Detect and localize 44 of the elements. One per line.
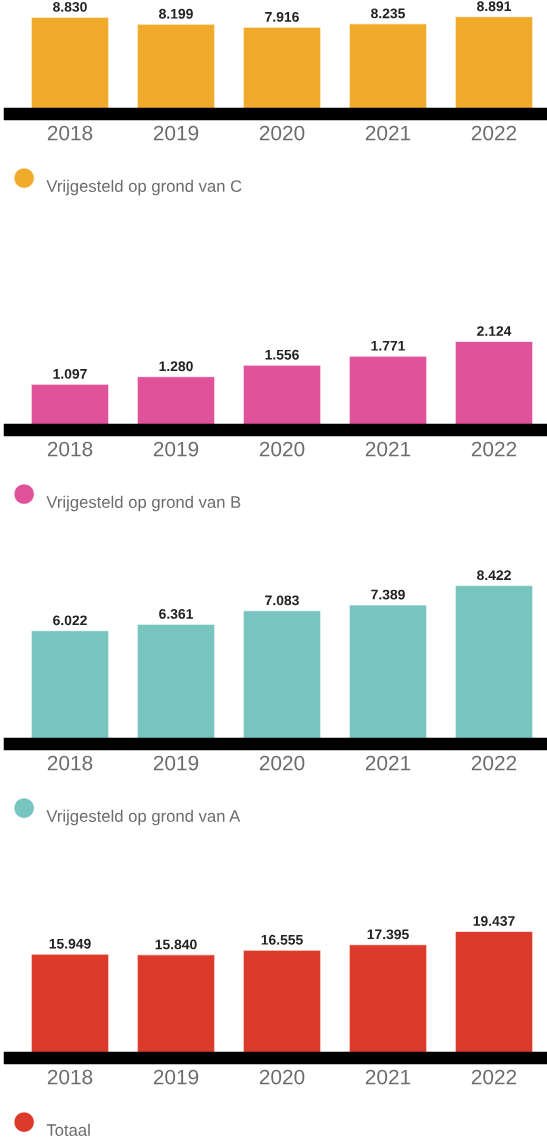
- data-label: 8.891: [477, 1, 511, 12]
- data-label: 16.555: [261, 934, 303, 945]
- data-label: 17.395: [367, 929, 409, 940]
- data-label: 1.097: [53, 368, 87, 379]
- x-tick-label: 2019: [153, 755, 199, 771]
- data-label: 8.830: [53, 1, 87, 12]
- data-label: 7.083: [265, 595, 299, 606]
- data-label: 1.280: [159, 361, 193, 372]
- data-label: 1.771: [371, 341, 405, 351]
- x-tick-label: 2020: [259, 125, 305, 141]
- data-label: 6.361: [159, 609, 193, 619]
- data-label: 7.916: [265, 11, 299, 22]
- data-label: 15.949: [49, 938, 91, 949]
- x-tick-label: 2022: [471, 441, 517, 457]
- x-tick-label: 2020: [259, 441, 305, 457]
- legend-label: Vrijgesteld op grond van B: [46, 495, 241, 512]
- data-label: 8.199: [159, 8, 193, 19]
- data-label: 6.022: [53, 615, 87, 626]
- data-label: 8.422: [477, 570, 511, 581]
- x-tick-label: 2021: [365, 125, 411, 141]
- data-label: 15.840: [155, 939, 197, 950]
- x-tick-label: 2018: [47, 441, 93, 457]
- data-label: 1.556: [265, 349, 299, 360]
- x-tick-label: 2018: [47, 755, 93, 771]
- x-tick-label: 2018: [47, 125, 93, 141]
- data-label: 2.124: [477, 326, 512, 336]
- data-label: 8.235: [371, 8, 405, 19]
- legend-label: Vrijgesteld op grond van C: [46, 179, 242, 196]
- x-tick-label: 2022: [471, 755, 517, 771]
- x-tick-label: 2022: [471, 125, 517, 141]
- x-tick-label: 2019: [153, 1069, 199, 1085]
- x-tick-label: 2021: [365, 755, 411, 771]
- legend-label: Vrijgesteld op grond van A: [46, 809, 241, 826]
- x-tick-label: 2019: [153, 125, 199, 141]
- x-tick-label: 2021: [365, 441, 411, 457]
- x-tick-label: 2020: [259, 755, 305, 771]
- legend-label: Totaal: [46, 1123, 90, 1136]
- data-label: 7.389: [371, 589, 405, 600]
- x-tick-label: 2019: [153, 441, 199, 457]
- x-tick-label: 2021: [365, 1069, 411, 1085]
- x-tick-label: 2020: [259, 1069, 305, 1085]
- data-label: 19.437: [473, 916, 515, 926]
- x-tick-label: 2018: [47, 1069, 93, 1085]
- x-tick-label: 2022: [471, 1069, 517, 1085]
